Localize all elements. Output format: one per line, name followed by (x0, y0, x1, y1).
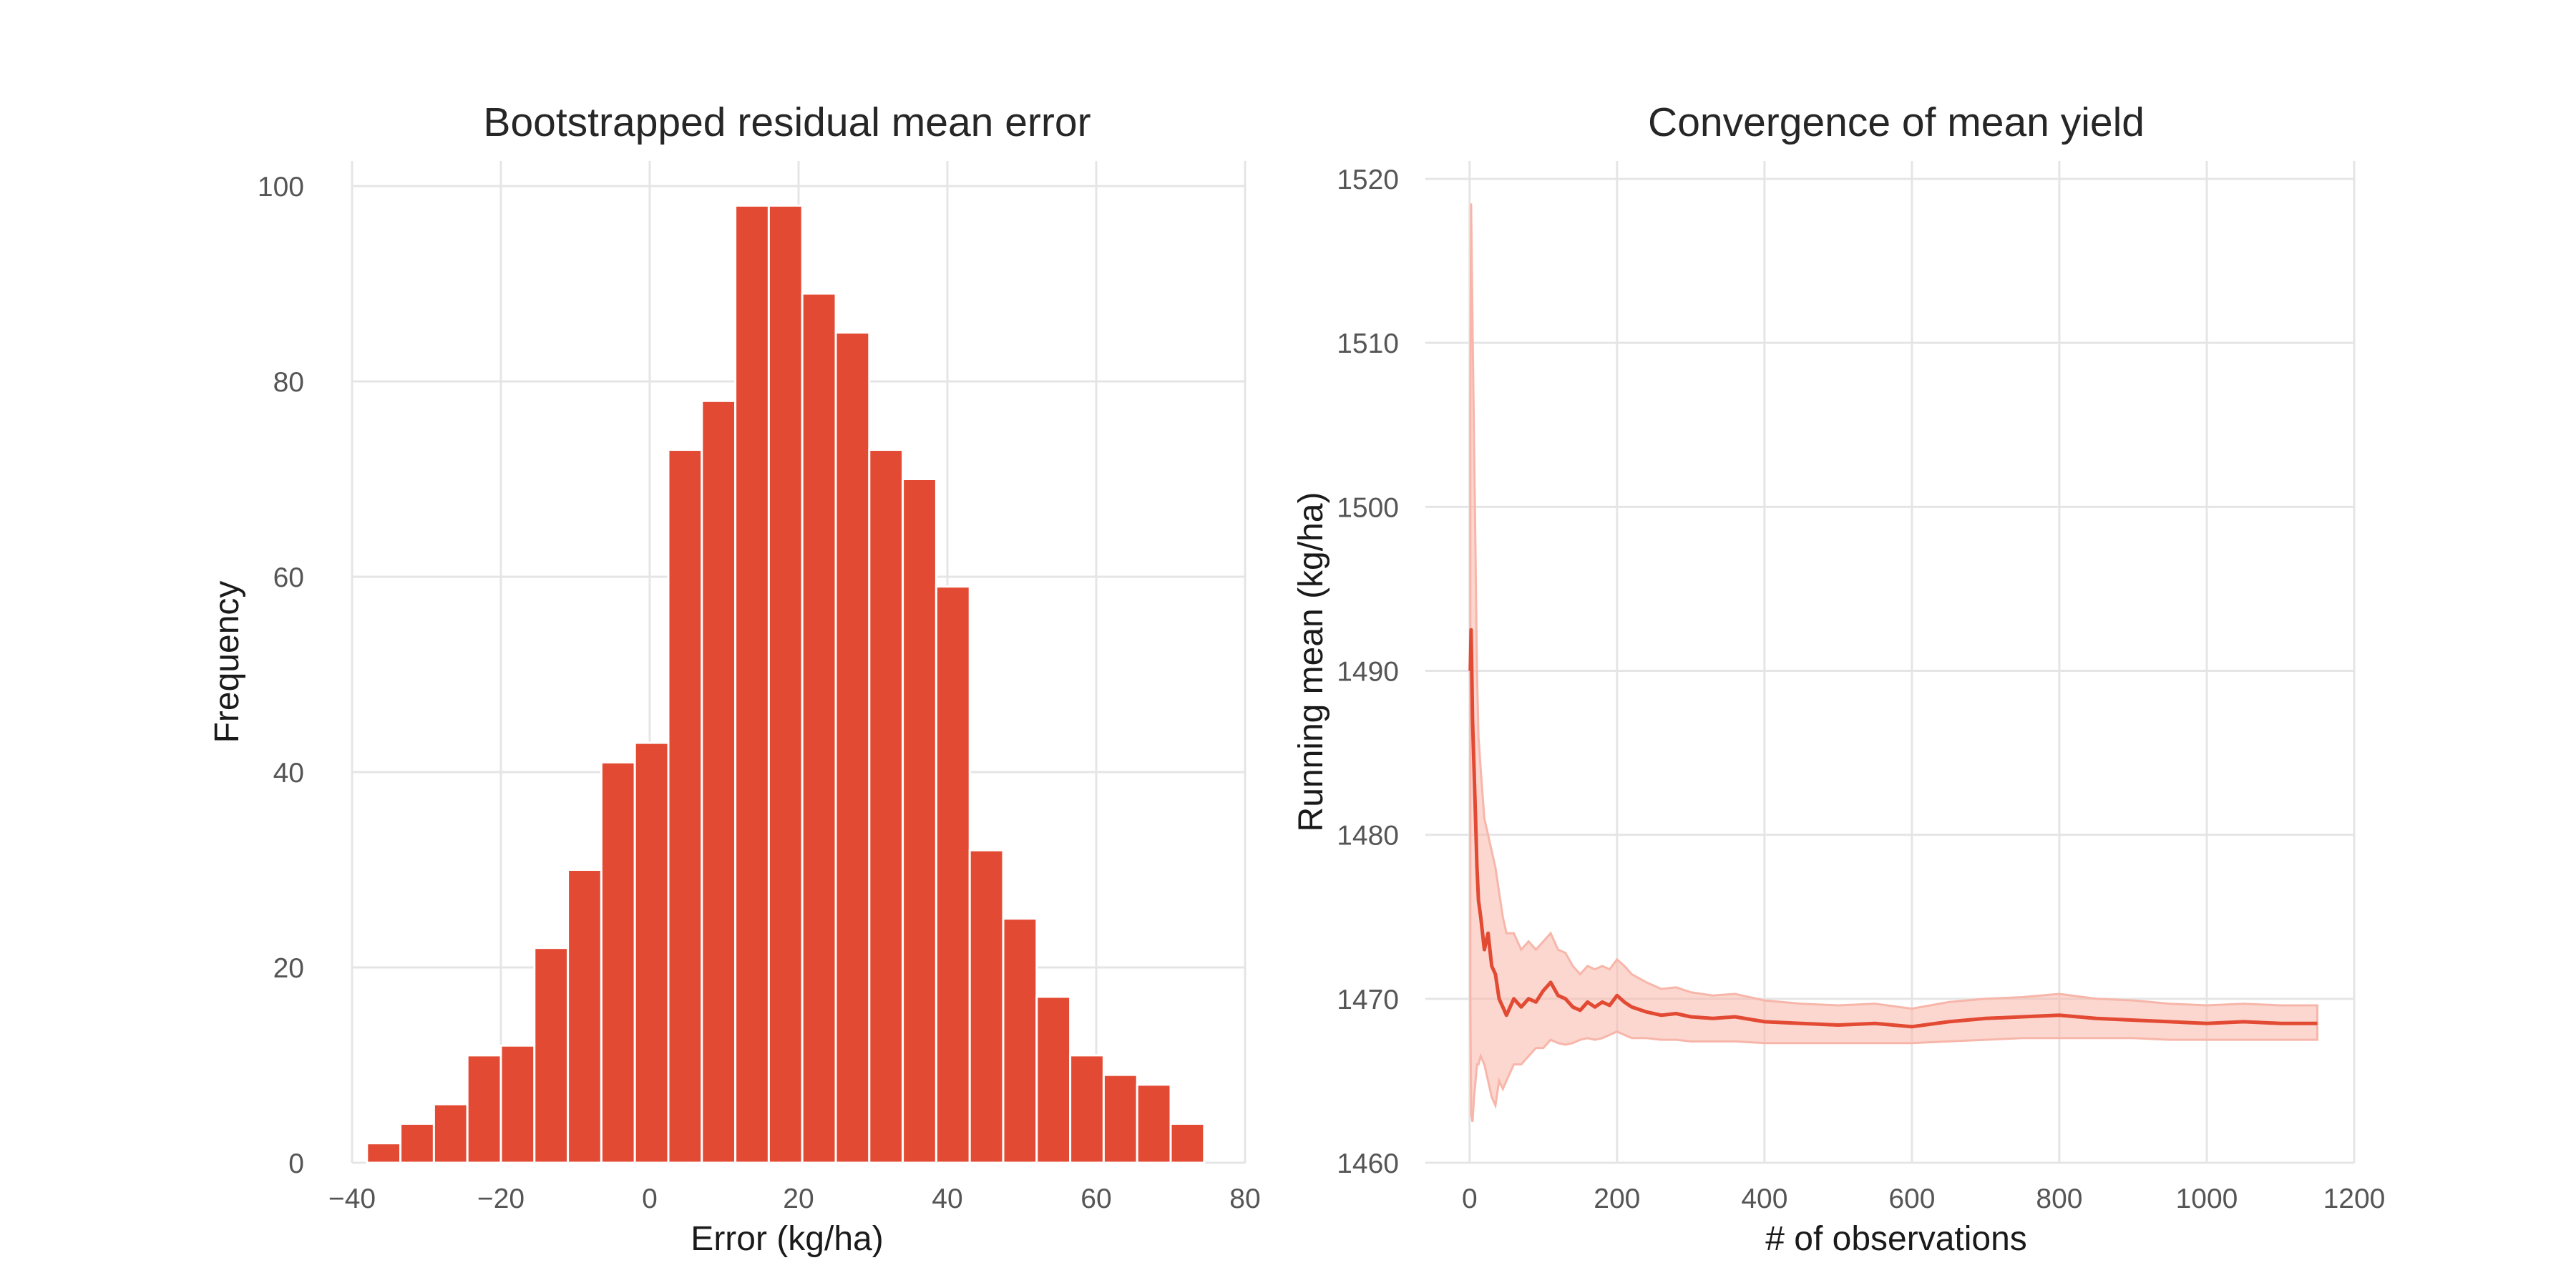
convergence-x-tick-label: 0 (1462, 1184, 1478, 1214)
convergence-x-tick-label: 1000 (2176, 1184, 2238, 1214)
histogram-bar (1069, 1054, 1105, 1164)
histogram-title: Bootstrapped residual mean error (483, 99, 1091, 145)
histogram-bar (667, 449, 703, 1164)
histogram-bar (935, 585, 971, 1164)
histogram-bar (1035, 995, 1072, 1164)
histogram-bar (466, 1054, 502, 1164)
histogram-bar (1136, 1083, 1172, 1164)
convergence-y-tick-label: 1500 (1337, 492, 1399, 523)
histogram-x-tick-label: −20 (477, 1184, 525, 1214)
convergence-x-tick-label: 1200 (2323, 1184, 2386, 1214)
histogram-y-tick-label: 60 (273, 562, 304, 593)
histogram-bar (533, 947, 570, 1164)
histogram-x-axis-label: Error (kg/ha) (691, 1220, 883, 1258)
convergence-title: Convergence of mean yield (1648, 99, 2145, 145)
histogram-bars (366, 204, 1206, 1164)
convergence-x-tick-label: 400 (1741, 1184, 1787, 1214)
histogram-y-tick-label: 100 (258, 172, 304, 203)
histogram-bar (499, 1044, 536, 1164)
convergence-x-tick-label: 600 (1888, 1184, 1935, 1214)
histogram-x-tick-label: 80 (1229, 1184, 1260, 1214)
convergence-y-tick-label: 1480 (1337, 821, 1399, 852)
convergence-x-tick-label: 800 (2036, 1184, 2082, 1214)
histogram-bar (968, 849, 1005, 1164)
convergence-y-tick-label: 1520 (1337, 165, 1399, 195)
histogram-y-ticks: 0 20 40 60 80 100 (258, 172, 304, 1179)
histogram-y-tick-label: 40 (273, 758, 304, 789)
histogram-bar (1102, 1073, 1138, 1164)
histogram-bar (734, 204, 770, 1164)
histogram-bar (1002, 917, 1038, 1164)
histogram-y-axis-label: Frequency (208, 581, 246, 743)
convergence-y-tick-label: 1460 (1337, 1148, 1399, 1179)
histogram-bar (432, 1103, 469, 1164)
convergence-y-tick-label: 1510 (1337, 328, 1399, 359)
convergence-y-ticks: 1460 1470 1480 1490 1500 1510 1520 (1337, 165, 1399, 1179)
convergence-y-axis-label: Running mean (kg/ha) (1292, 492, 1330, 832)
convergence-panel: 0 200 400 600 800 1000 1200 1460 1470 1480 1490 15… (1292, 99, 2385, 1258)
histogram-x-tick-label: 40 (932, 1184, 962, 1214)
histogram-panel: −40 −20 0 20 40 60 80 0 20 40 60 80 100 Bootstrappe… (208, 99, 1261, 1258)
histogram-y-tick-label: 80 (273, 367, 304, 398)
histogram-bar (801, 292, 837, 1164)
histogram-bar (902, 478, 937, 1164)
histogram-bar (868, 449, 904, 1164)
histogram-x-ticks: −40 −20 0 20 40 60 80 (328, 1184, 1261, 1214)
histogram-x-tick-label: −40 (328, 1184, 376, 1214)
histogram-bar (399, 1122, 435, 1164)
histogram-bar (567, 869, 602, 1164)
histogram-bar (1169, 1122, 1206, 1164)
histogram-x-tick-label: 60 (1080, 1184, 1111, 1214)
histogram-x-tick-label: 20 (783, 1184, 814, 1214)
histogram-bar (366, 1142, 402, 1164)
confidence-band (1469, 203, 2318, 1122)
histogram-bar (633, 741, 670, 1164)
histogram-bar (701, 399, 737, 1164)
convergence-x-axis-label: # of observations (1765, 1220, 2027, 1258)
convergence-x-tick-label: 200 (1594, 1184, 1640, 1214)
convergence-x-ticks: 0 200 400 600 800 1000 1200 (1462, 1184, 2385, 1214)
convergence-y-tick-label: 1490 (1337, 657, 1399, 688)
histogram-y-tick-label: 20 (273, 953, 304, 984)
running-mean-line (1468, 628, 2318, 1029)
histogram-y-tick-label: 0 (288, 1148, 304, 1179)
histogram-x-tick-label: 0 (642, 1184, 658, 1214)
convergence-y-tick-label: 1470 (1337, 985, 1399, 1015)
histogram-bar (767, 204, 804, 1164)
histogram-bar (600, 761, 636, 1164)
histogram-bar (834, 331, 871, 1164)
